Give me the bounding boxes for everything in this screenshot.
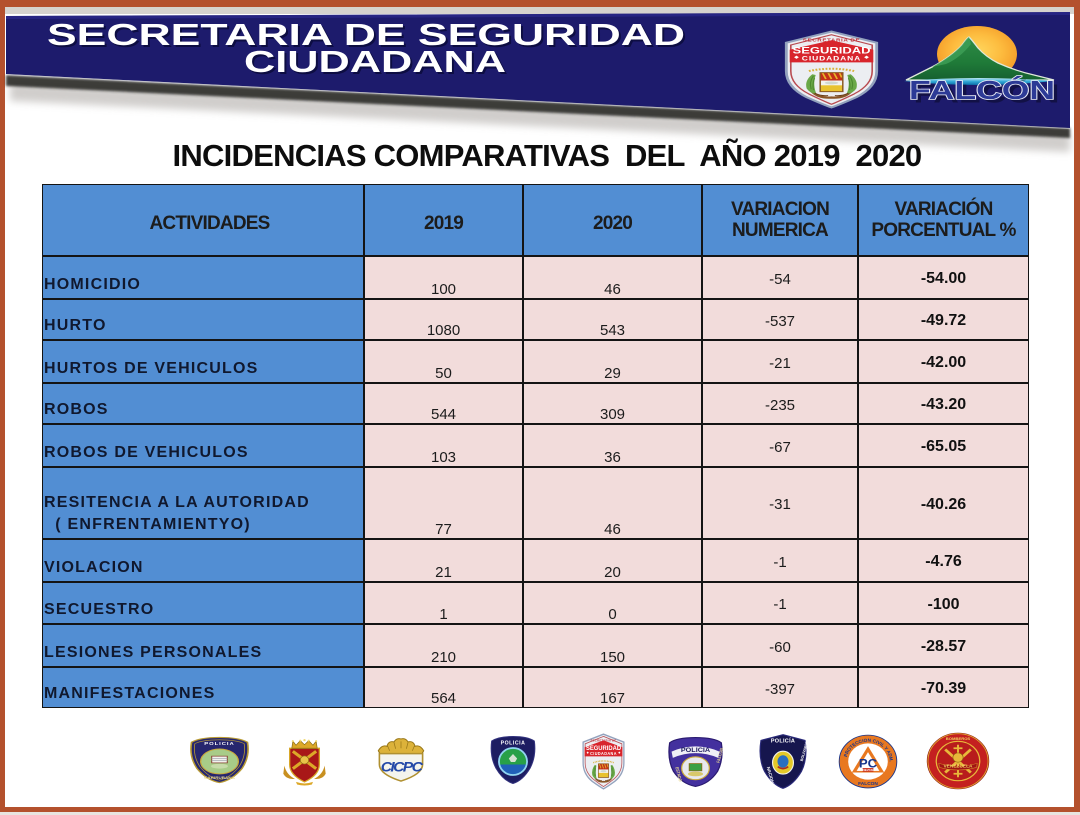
svg-text:POLICÍA: POLICÍA <box>771 737 795 745</box>
svg-text:FALCON: FALCON <box>715 748 724 764</box>
svg-text:ESTADO: ESTADO <box>674 766 683 781</box>
svg-text:SECRETARIA DE SEGURIDAD: SECRETARIA DE SEGURIDAD <box>49 19 687 54</box>
svg-text:POLICIA: POLICIA <box>204 742 234 747</box>
svg-text:PC: PC <box>859 757 877 770</box>
svg-text:FALCON: FALCON <box>858 781 878 786</box>
svg-text:POLICIA: POLICIA <box>501 741 526 747</box>
svg-text:BOLIVARIANA: BOLIVARIANA <box>800 736 811 762</box>
svg-text:SECRETARIA DE: SECRETARIA DE <box>591 738 617 742</box>
svg-text:BOMBEROS: BOMBEROS <box>946 736 971 741</box>
svg-text:SEGURIDAD: SEGURIDAD <box>586 745 622 752</box>
svg-text:VENEZUELA: VENEZUELA <box>858 768 879 772</box>
svg-text:CIUDADANA: CIUDADANA <box>802 55 861 62</box>
svg-text:FALCÓN: FALCÓN <box>914 79 1060 109</box>
svg-text:VENEZUELA: VENEZUELA <box>943 764 973 769</box>
svg-text:FALCÓN: FALCÓN <box>909 75 1055 105</box>
svg-text:CARIRUBANA: CARIRUBANA <box>204 776 235 780</box>
svg-text:SEGURIDAD: SEGURIDAD <box>793 46 871 56</box>
svg-text:CIUDADANA: CIUDADANA <box>590 751 617 756</box>
svg-text:CIUDADANA: CIUDADANA <box>244 44 506 79</box>
svg-text:POLICIA: POLICIA <box>681 748 711 754</box>
svg-text:SECRETARIA DE SEGURIDAD: SECRETARIA DE SEGURIDAD <box>47 17 685 52</box>
svg-text:CIUDADANA: CIUDADANA <box>246 46 508 81</box>
svg-text:CICPC: CICPC <box>381 759 423 775</box>
svg-text:NACIONAL: NACIONAL <box>766 766 777 789</box>
